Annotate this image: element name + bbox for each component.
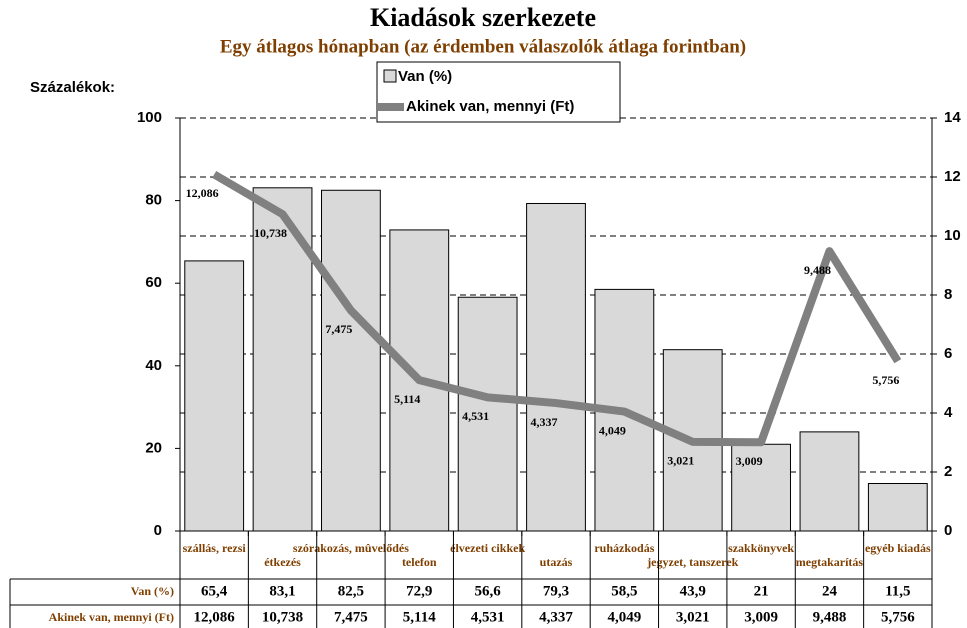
- data-label: 9,488: [804, 263, 831, 277]
- y2-tick-label: 10: [944, 227, 961, 244]
- bar: [321, 189, 381, 532]
- table-cell: 79,3: [543, 583, 569, 599]
- table-cell: 82,5: [338, 583, 364, 599]
- x-tick-label: utazás: [540, 555, 573, 569]
- y2-tick-label: 12: [944, 168, 961, 185]
- data-label: 4,049: [599, 423, 626, 437]
- bar: [867, 483, 928, 532]
- table-cell: 72,9: [406, 583, 432, 599]
- table-cell: 3,021: [676, 609, 710, 625]
- x-tick-label: szórakozás, mûvelődés: [293, 541, 409, 555]
- data-label: 3,009: [736, 454, 763, 468]
- table-cell: 3,009: [744, 609, 778, 625]
- bar: [526, 202, 586, 532]
- table-cell: 5,114: [403, 609, 436, 625]
- table-cell: 10,738: [262, 609, 303, 625]
- x-tick-label: telefon: [402, 555, 437, 569]
- y-tick-label: 80: [145, 192, 162, 209]
- line: [212, 171, 902, 447]
- legend-box: [376, 61, 621, 123]
- x-tick-label: szállás, rezsi: [183, 541, 247, 555]
- legend-label: Van (%): [398, 68, 452, 85]
- legend-label: Akinek van, mennyi (Ft): [406, 98, 574, 115]
- data-label: 5,756: [872, 373, 899, 387]
- data-label: 10,738: [254, 226, 287, 240]
- y-tick-label: 40: [145, 357, 162, 374]
- table-cell: 7,475: [334, 609, 368, 625]
- x-tick-label: jegyzet, tanszerek: [646, 555, 738, 569]
- y-axis-label: Százalékok:: [30, 79, 115, 96]
- chart-title: Kiadások szerkezete: [370, 3, 596, 32]
- y2-tick-label: 4: [944, 404, 953, 421]
- table-row-header: Akinek van, mennyi (Ft): [49, 610, 174, 624]
- table-cell: 4,531: [471, 609, 505, 625]
- x-tick-label: megtakarítás: [796, 555, 864, 569]
- chart-subtitle: Egy átlagos hónapban (az érdemben válasz…: [220, 36, 746, 57]
- y2-tick-label: 2: [944, 463, 952, 480]
- bar: [184, 260, 245, 532]
- table-cell: 65,4: [201, 583, 228, 599]
- x-tick-label: étkezés: [264, 555, 301, 569]
- y2-tick-label: 6: [944, 345, 952, 362]
- y2-tick-label: 0: [944, 522, 952, 539]
- table-cell: 21: [754, 583, 769, 599]
- y2-tick-label: 8: [944, 286, 952, 303]
- y-tick-label: 0: [154, 522, 162, 539]
- data-label: 3,021: [667, 454, 694, 468]
- y-tick-label: 100: [137, 109, 162, 126]
- x-tick-label: élvezeti cikkek: [450, 541, 525, 555]
- table-cell: 43,9: [680, 583, 706, 599]
- table-cell: 58,5: [611, 583, 637, 599]
- y-tick-label: 20: [145, 439, 162, 456]
- table-cell: 24: [822, 583, 838, 599]
- table-cell: 5,756: [881, 609, 915, 625]
- table-cell: 4,049: [607, 609, 641, 625]
- bar: [799, 431, 860, 532]
- table-row-header: Van (%): [131, 584, 174, 598]
- table-cell: 83,1: [269, 583, 295, 599]
- data-label: 7,475: [325, 322, 352, 336]
- x-tick-label: ruházkodás: [594, 541, 654, 555]
- data-label: 5,114: [394, 392, 420, 406]
- table-cell: 4,337: [539, 609, 573, 625]
- legend-swatch: [383, 69, 397, 83]
- y-tick-label: 60: [145, 274, 162, 291]
- y2-tick-label: 14: [944, 109, 961, 126]
- bar: [457, 296, 518, 532]
- table-cell: 9,488: [813, 609, 847, 625]
- data-label: 4,531: [462, 409, 489, 423]
- table-cell: 11,5: [885, 583, 910, 599]
- table-cell: 12,086: [194, 609, 236, 625]
- data-label: 4,337: [531, 415, 558, 429]
- table-cell: 56,6: [475, 583, 502, 599]
- x-tick-label: szakkönyvek: [728, 541, 794, 555]
- data-label: 12,086: [186, 186, 219, 200]
- x-tick-label: egyéb kiadás: [865, 541, 931, 555]
